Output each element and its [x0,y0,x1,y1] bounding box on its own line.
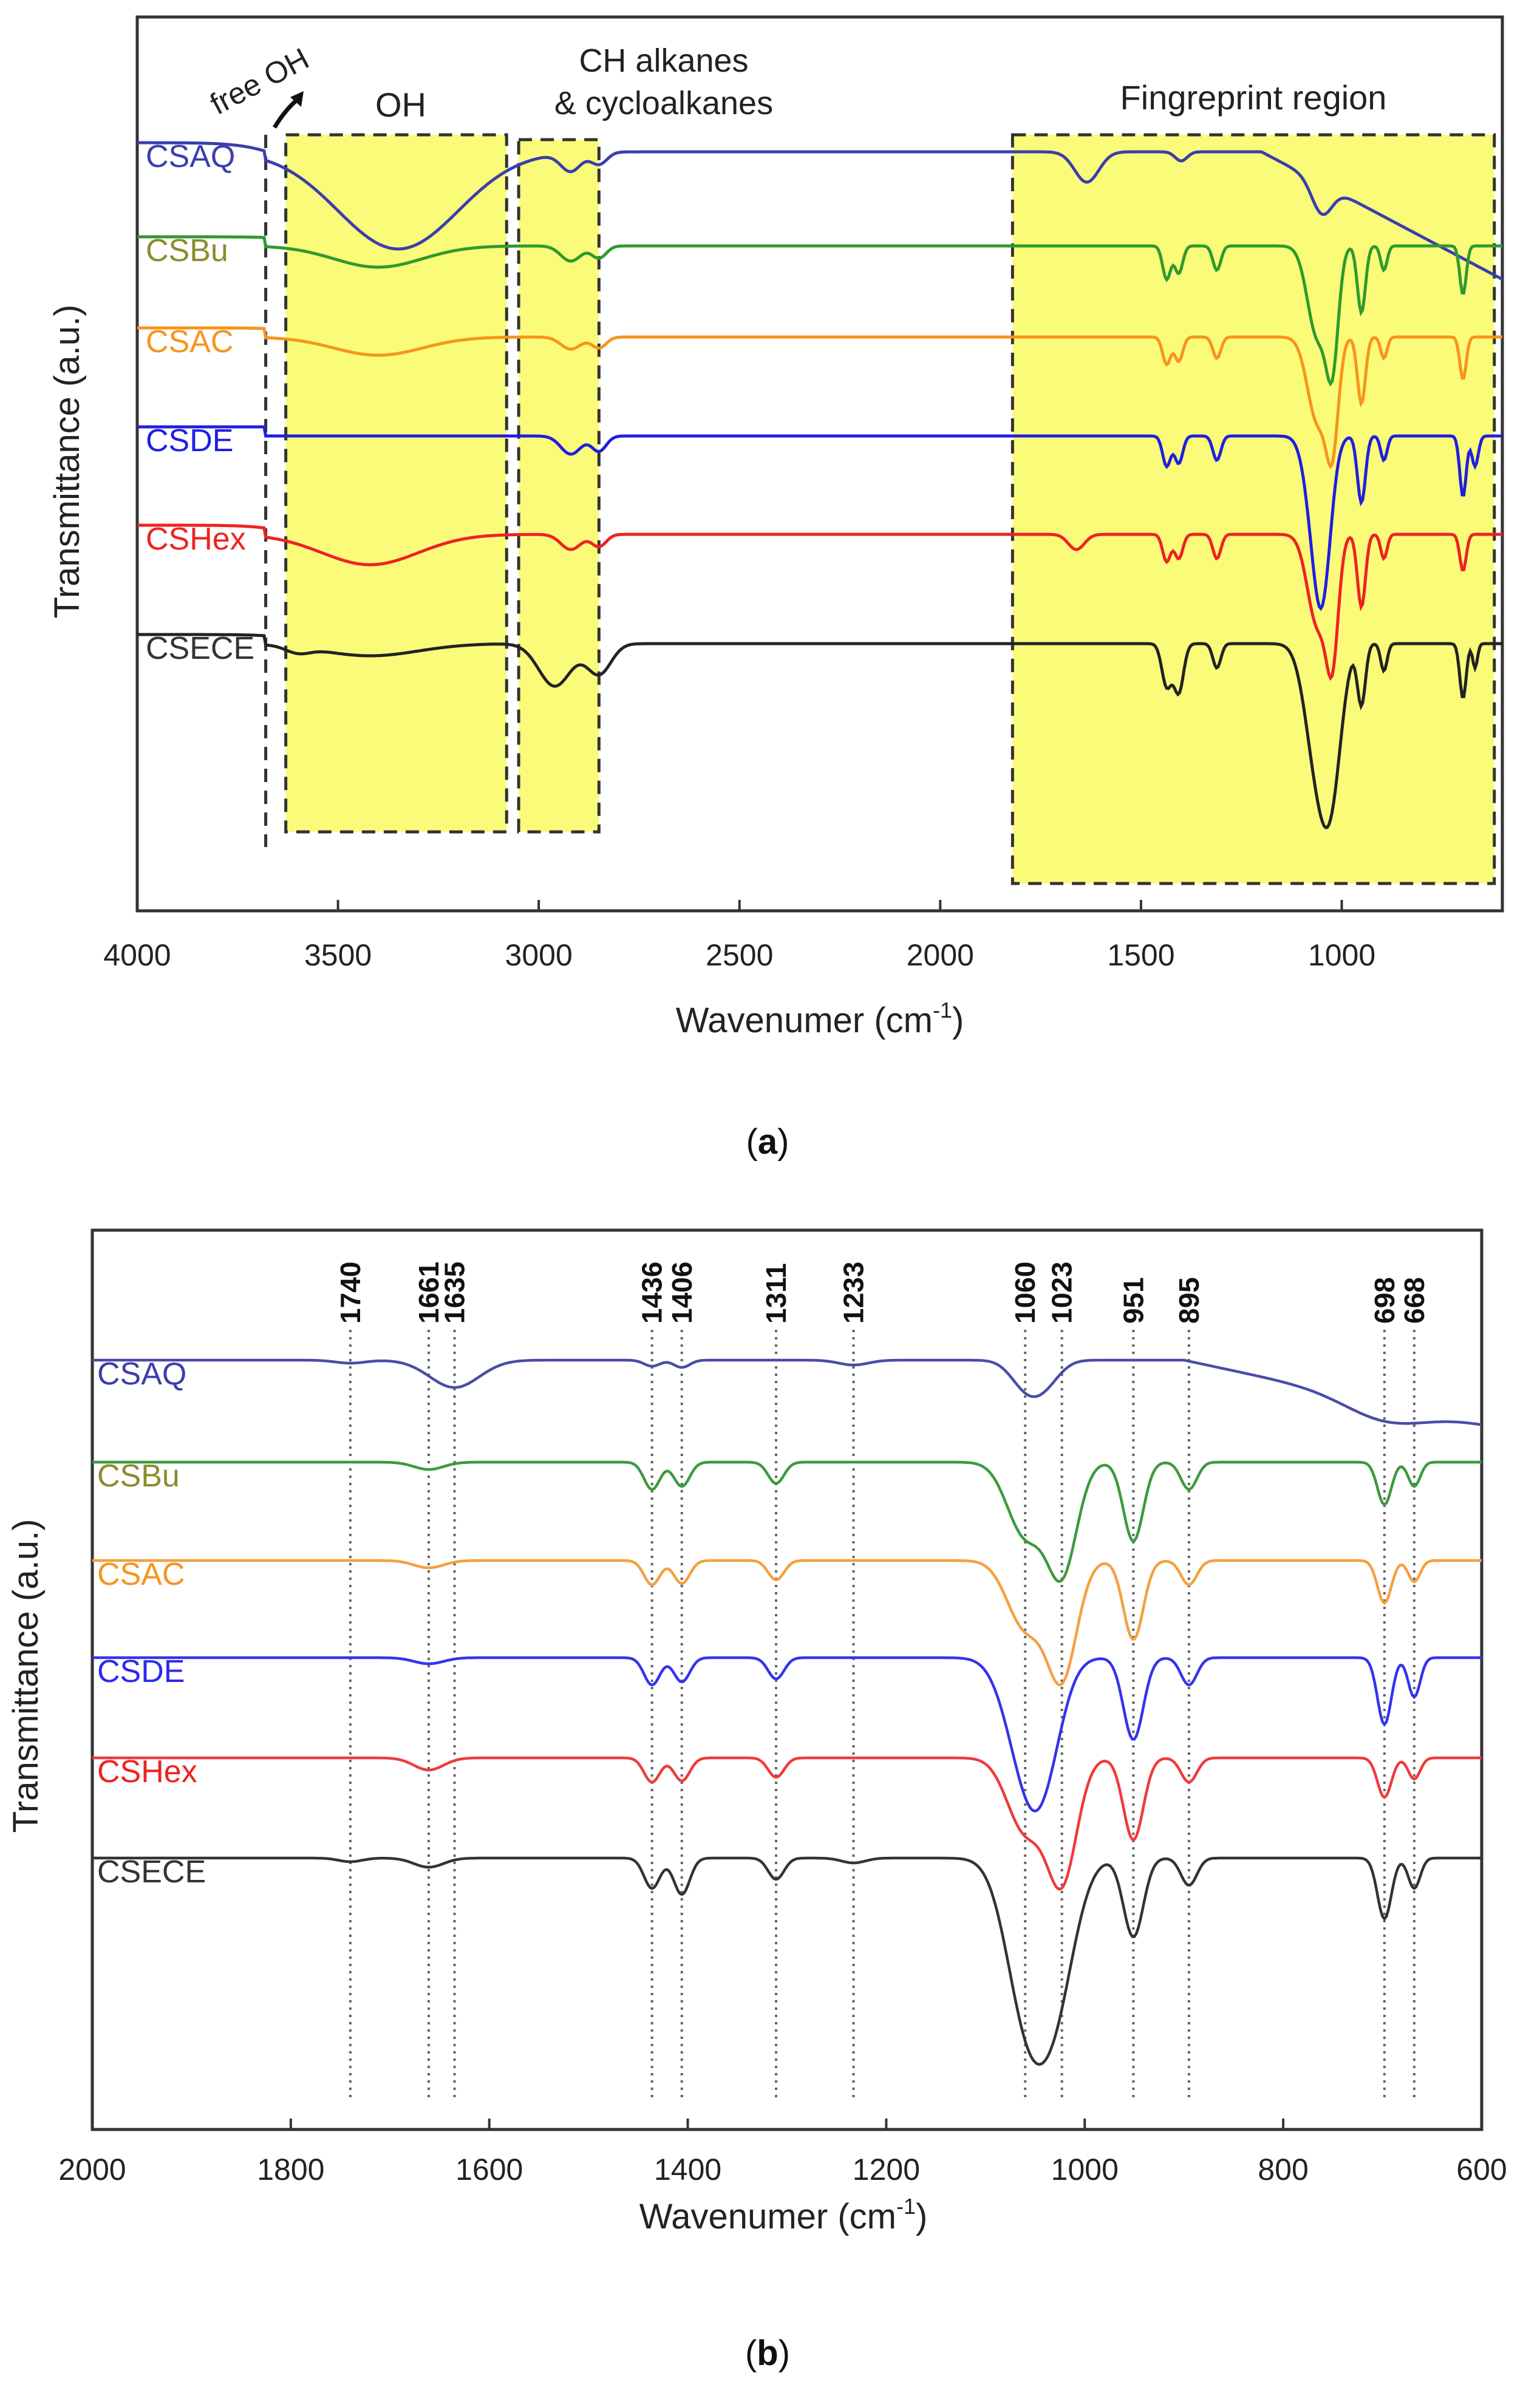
series-label-a-csde: CSDE [146,423,233,458]
series-label-b-cshex: CSHex [97,1754,197,1789]
panel-b-series-labels: CSAQ CSBu CSAC CSDE CSHex CSECE [97,1356,206,1890]
series-label-b-csece: CSECE [97,1854,206,1890]
panel-a-x-ticks: 4000 3500 3000 2500 2000 1500 1000 [103,900,1375,972]
x-tick-label-b: 1400 [654,2153,721,2187]
ch-region-label-line2: & cycloalkanes [554,85,773,121]
x-tick-label-a: 3500 [304,938,372,972]
panel-a-y-axis-label: Transmittance (a.u.) [47,305,87,619]
peak-marker-label-1436: 1436 [636,1262,668,1324]
spectrum-b-cshex [92,1756,1482,1891]
panel-b-plot-frame [90,1228,1484,2131]
spectrum-b-csece [92,1856,1482,2066]
spectrum-b-csde [92,1656,1482,1813]
panel-a-x-axis-label: Wavenumer (cm-1) [676,998,964,1040]
spectrum-a-csbu [137,235,1502,387]
panel-a-caption: (a) [746,1122,789,1162]
x-tick-label-a: 4000 [103,938,171,972]
spectrum-b-csbu [92,1460,1482,1583]
panel-a-highlight-regions [264,133,1496,885]
x-tick-label-b: 1200 [853,2153,920,2187]
panel-b-x-ticks: 2000 1800 1600 1400 1200 1000 800 600 [58,2119,1507,2187]
panel-a-spectra [137,141,1504,829]
x-tick-label-b: 1800 [257,2153,324,2187]
series-label-b-csac: CSAC [97,1557,185,1592]
peak-marker-label-951: 951 [1117,1277,1149,1324]
peak-marker-label-1060: 1060 [1009,1262,1041,1324]
series-label-b-csbu: CSBu [97,1459,180,1494]
peak-marker-label-1740: 1740 [335,1262,366,1324]
highlight-region-ch [517,138,601,834]
panel-b-x-axis-label: Wavenumer (cm-1) [639,2194,928,2236]
peak-marker-label-668: 668 [1399,1277,1430,1324]
panel-a-series-labels: CSAQ CSBu CSAC CSDE CSHex CSECE [146,139,254,666]
oh-region-label: OH [375,86,426,124]
series-label-a-cshex: CSHex [146,522,246,557]
x-tick-label-b: 800 [1258,2153,1308,2187]
series-label-b-csaq: CSAQ [97,1356,186,1392]
spectrum-b-csac [92,1559,1482,1686]
spectrum-b-csaq [92,1358,1482,1426]
x-tick-label-a: 1000 [1308,938,1375,972]
spectrum-a-csac [137,326,1502,469]
peak-marker-label-1661: 1661 [413,1262,445,1324]
peak-marker-label-1311: 1311 [760,1263,792,1324]
ch-region-label-line1: CH alkanes [579,43,748,79]
peak-marker-label-698: 698 [1369,1277,1400,1324]
free-oh-arrowhead-icon [290,91,304,107]
panel-a: CSAQ CSBu CSAC CSDE CSHex CSECE 4000 3500 3000 2… [47,15,1504,1162]
x-tick-label-a: 2500 [706,938,773,972]
x-tick-label-b: 600 [1456,2153,1507,2187]
series-label-a-csaq: CSAQ [146,139,235,174]
x-tick-label-b: 1600 [455,2153,523,2187]
panel-b-spectra [92,1358,1482,2066]
peak-marker-label-1406: 1406 [666,1262,698,1324]
fingerprint-region-label: Fingreprint region [1120,78,1387,117]
x-tick-label-a: 1500 [1107,938,1174,972]
spectrum-a-csaq [137,141,1504,281]
x-tick-label-b: 2000 [58,2153,126,2187]
panel-b-caption: (b) [745,2333,790,2373]
peak-marker-label-1023: 1023 [1046,1262,1078,1324]
series-label-b-csde: CSDE [97,1654,185,1689]
series-label-a-csbu: CSBu [146,233,228,268]
series-label-a-csece: CSECE [146,631,254,666]
spectrum-a-cshex [137,523,1502,681]
x-tick-label-b: 1000 [1051,2153,1119,2187]
highlight-region-fingerprint [1010,133,1496,885]
peak-marker-label-1635: 1635 [439,1262,471,1324]
spectrum-a-csece [137,633,1502,829]
series-label-a-csac: CSAC [146,324,233,359]
x-tick-label-a: 2000 [907,938,974,972]
spectrum-a-csde [137,425,1502,611]
panel-b-y-axis-label: Transmittance (a.u.) [6,1519,46,1833]
x-tick-label-a: 3000 [505,938,573,972]
highlight-region-oh [284,133,508,834]
peak-marker-label-1233: 1233 [837,1262,869,1324]
peak-marker-label-895: 895 [1173,1277,1205,1324]
